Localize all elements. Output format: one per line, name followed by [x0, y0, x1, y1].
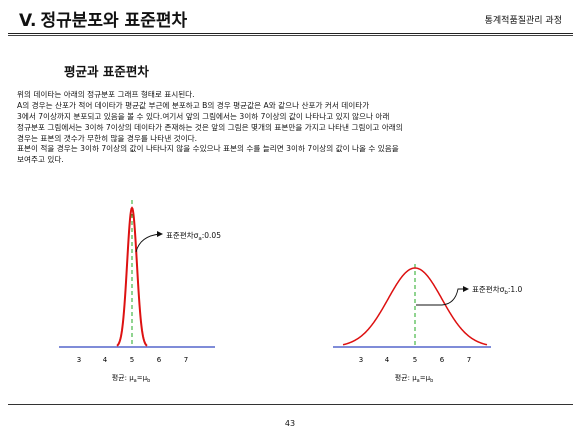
left-chart: 3 4 5 6 7 표준편차σa:0.05 평균: μa=μb [59, 200, 221, 384]
paragraph-line: 위의 데이타는 아래의 정규분포 그래프 형태로 표시된다. [17, 90, 195, 99]
right-mean-caption: 평균: μa=μb [395, 373, 434, 384]
course-name: 통계적품질관리 과정 [484, 16, 562, 26]
right-tick-label: 7 [467, 356, 471, 364]
paragraph-line: 3에서 7이상까지 분포되고 있음을 볼 수 있다.여기서 앞의 그림에서는 3… [17, 111, 390, 121]
title-text: 정규분포와 표준편차 [40, 11, 188, 31]
right-tick-label: 3 [359, 356, 363, 364]
left-tick-labels: 3 4 5 6 7 [77, 356, 188, 364]
right-annotation-arrow [416, 288, 466, 306]
right-normal-curve [342, 267, 488, 346]
right-sigma-annotation: 표준편차σb:1.0 [472, 284, 523, 296]
section-title: 평균과 표준편차 [64, 64, 149, 79]
page-number: 43 [284, 419, 296, 428]
left-tick-label: 6 [157, 356, 162, 364]
left-sigma-annotation: 표준편차σa:0.05 [166, 230, 221, 242]
right-tick-label: 5 [413, 356, 417, 364]
paragraph-line: 경우는 표본의 갯수가 무한히 많을 경우를 나타낸 것이다. [17, 133, 197, 143]
left-mean-caption: 평균: μa=μb [112, 373, 151, 384]
left-tick-label: 7 [184, 356, 188, 364]
left-tick-label: 5 [130, 356, 134, 364]
right-tick-label: 4 [385, 356, 390, 364]
right-chart: 3 4 5 6 7 표준편차σb:1.0 평균: μa=μb [333, 264, 523, 384]
slide-title: V. 정규분포와 표준편차 [19, 6, 187, 31]
header-divider [8, 33, 573, 34]
section-number: V. [19, 11, 37, 31]
slide-header: V. 정규분포와 표준편차 통계적품질관리 과정 [0, 0, 580, 36]
body-paragraph: 위의 데이타는 아래의 정규분포 그래프 형태로 표시된다. A의 경우는 산포… [17, 90, 577, 166]
paragraph-line: 정규분포 그림에서는 3이하 7이상의 데이타가 존재하는 것은 앞의 그림은 … [17, 122, 403, 132]
left-tick-label: 4 [103, 356, 108, 364]
left-annotation-arrow [135, 233, 161, 253]
right-tick-labels: 3 4 5 6 7 [359, 356, 471, 364]
left-tick-label: 3 [77, 356, 81, 364]
right-arrow-head [463, 286, 469, 292]
right-tick-label: 6 [440, 356, 445, 364]
paragraph-line: 보여주고 있다. [17, 155, 64, 165]
footer-divider [8, 404, 573, 405]
header-divider-secondary [8, 35, 573, 36]
left-arrow-head [157, 231, 163, 237]
paragraph-line: A의 경우는 산포가 적어 데이타가 평균값 부근에 분포하고 B의 경우 평균… [17, 100, 370, 110]
paragraph-line: 표본이 적을 경우는 3이하 7이상의 값이 나타나지 않을 수있으나 표본의 … [17, 144, 399, 154]
left-normal-curve [116, 206, 148, 347]
normal-distribution-figure: 3 4 5 6 7 표준편차σa:0.05 평균: μa=μb 3 4 5 6 … [59, 200, 523, 384]
